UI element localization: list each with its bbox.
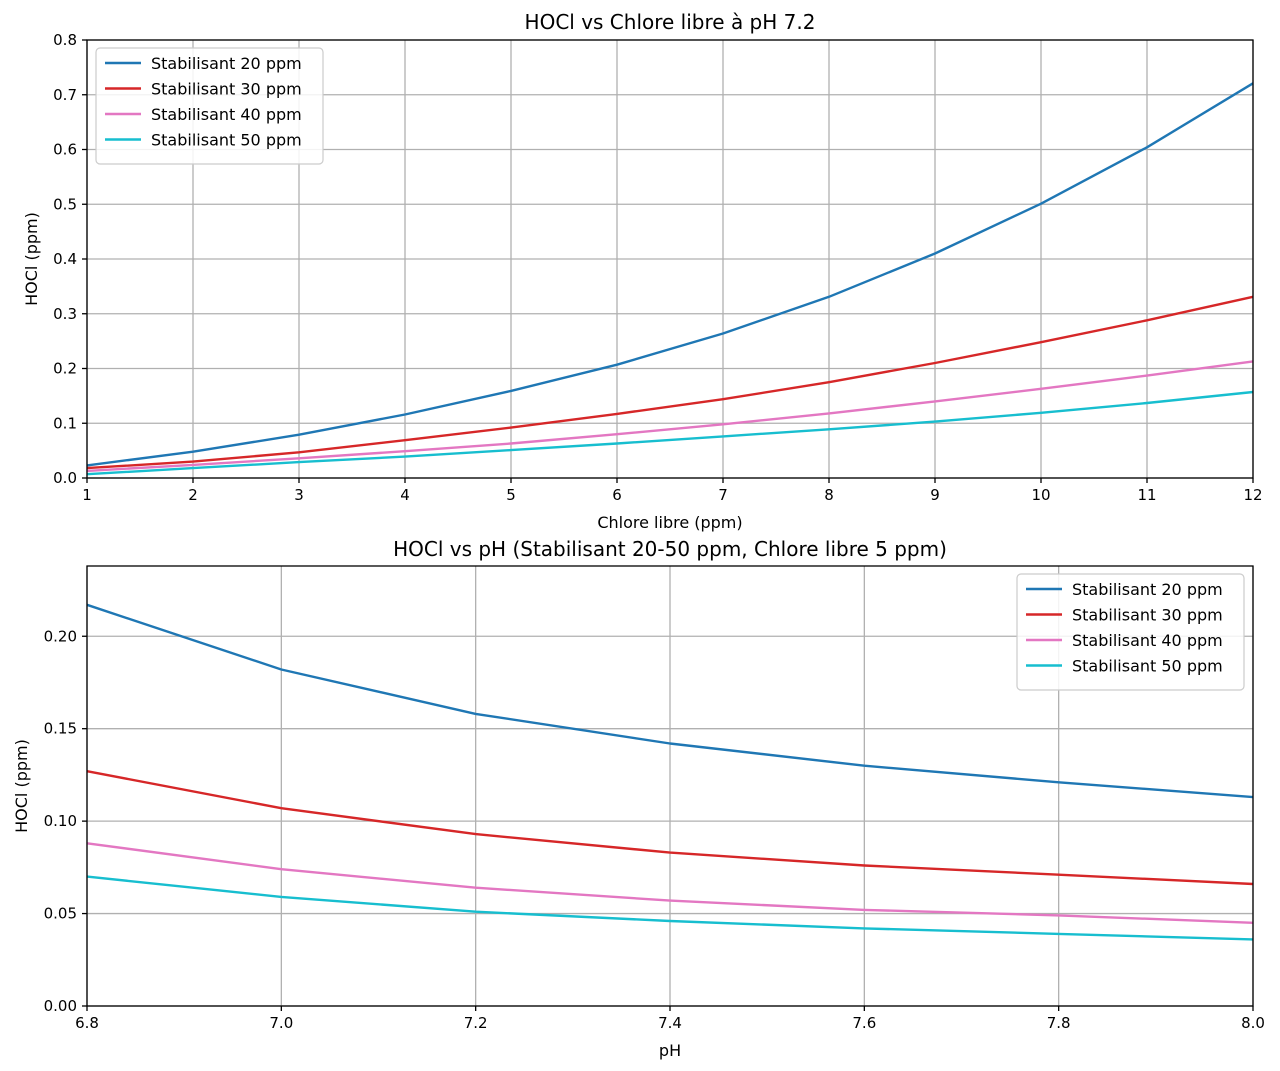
- series-line-2: [86, 770, 1254, 886]
- x-tick-label: 8: [824, 486, 834, 504]
- x-tick-label: 11: [1137, 486, 1156, 504]
- x-tick-label: 7.6: [852, 1014, 876, 1032]
- legend-label-2: Stabilisant 30 ppm: [1072, 606, 1223, 625]
- chart-2-title: HOCl vs pH (Stabilisant 20-50 ppm, Chlor…: [393, 537, 947, 561]
- x-tick-label: 6.8: [75, 1014, 99, 1032]
- series-line-1: [86, 603, 1254, 799]
- chart-2-legend: Stabilisant 20 ppm Stabilisant 30 ppm Stab…: [1016, 573, 1245, 691]
- chart-1-x-ticks: 1 2 3 4 5 6 7 8 9 10 11 12: [82, 478, 1263, 504]
- legend-label-3: Stabilisant 40 ppm: [1072, 631, 1223, 650]
- x-tick-label: 10: [1031, 486, 1050, 504]
- series-line-4: [86, 390, 1254, 476]
- x-tick-label: 12: [1243, 486, 1262, 504]
- y-tick-label: 0.1: [53, 414, 77, 432]
- legend-label-3: Stabilisant 40 ppm: [151, 105, 302, 124]
- x-tick-label: 7.8: [1047, 1014, 1071, 1032]
- legend-box: [95, 47, 324, 165]
- y-tick-label: 0.10: [44, 812, 77, 830]
- x-tick-label: 5: [506, 486, 516, 504]
- y-tick-label: 0.5: [53, 195, 77, 213]
- y-tick-label: 0.15: [44, 720, 77, 738]
- chart-2-y-ticks: 0.00 0.05 0.10 0.15 0.20: [44, 627, 87, 1015]
- y-tick-label: 0.0: [53, 469, 77, 487]
- x-tick-label: 4: [400, 486, 410, 504]
- chart-2-x-ticks: 6.8 7.0 7.2 7.4 7.6 7.8 8.0: [75, 1006, 1265, 1032]
- y-tick-label: 0.4: [53, 250, 77, 268]
- x-tick-label: 7.4: [658, 1014, 682, 1032]
- chart-1-y-ticks: 0.0 0.1 0.2 0.3 0.4 0.5 0.6 0.7 0.8: [53, 31, 87, 487]
- x-tick-label: 3: [294, 486, 304, 504]
- series-line-1: [86, 82, 1254, 467]
- y-tick-label: 0.2: [53, 360, 77, 378]
- chart-1-legend: Stabilisant 20 ppm Stabilisant 30 ppm Stab…: [95, 47, 324, 165]
- chart-1-x-axis-label: Chlore libre (ppm): [597, 513, 742, 532]
- x-tick-label: 8.0: [1241, 1014, 1265, 1032]
- chart-1-title: HOCl vs Chlore libre à pH 7.2: [525, 10, 816, 34]
- x-tick-label: 7.0: [269, 1014, 293, 1032]
- series-line-3: [86, 842, 1254, 924]
- legend-label-2: Stabilisant 30 ppm: [151, 80, 302, 99]
- chart-2: HOCl vs pH (Stabilisant 20-50 ppm, Chlor…: [12, 537, 1265, 1060]
- series-line-4: [86, 875, 1254, 941]
- chart-2-y-axis-label: HOCl (ppm): [12, 739, 31, 833]
- y-tick-label: 0.05: [44, 905, 77, 923]
- legend-label-4: Stabilisant 50 ppm: [1072, 657, 1223, 676]
- x-tick-label: 7: [718, 486, 728, 504]
- y-tick-label: 0.00: [44, 997, 77, 1015]
- chart-1-y-axis-label: HOCl (ppm): [22, 212, 41, 306]
- y-tick-label: 0.7: [53, 86, 77, 104]
- series-line-3: [86, 360, 1254, 473]
- y-tick-label: 0.6: [53, 141, 77, 159]
- x-tick-label: 7.2: [464, 1014, 488, 1032]
- y-tick-label: 0.8: [53, 31, 77, 49]
- chart-2-x-axis-label: pH: [659, 1041, 681, 1060]
- legend-box: [1016, 573, 1245, 691]
- legend-label-1: Stabilisant 20 ppm: [1072, 580, 1223, 599]
- chart-2-series: [86, 603, 1254, 941]
- x-tick-label: 6: [612, 486, 622, 504]
- x-tick-label: 2: [188, 486, 198, 504]
- series-line-2: [86, 295, 1254, 470]
- y-tick-label: 0.3: [53, 305, 77, 323]
- legend-label-1: Stabilisant 20 ppm: [151, 54, 302, 73]
- y-tick-label: 0.20: [44, 627, 77, 645]
- legend-label-4: Stabilisant 50 ppm: [151, 131, 302, 150]
- x-tick-label: 1: [82, 486, 92, 504]
- chart-1-series: [86, 82, 1254, 476]
- x-tick-label: 9: [930, 486, 940, 504]
